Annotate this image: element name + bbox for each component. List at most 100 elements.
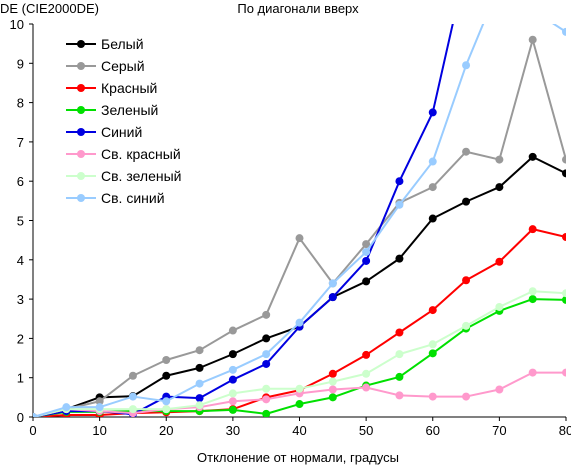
data-point: [495, 385, 504, 394]
x-tick-label: 80: [559, 423, 571, 438]
data-point: [395, 177, 404, 186]
data-point: [562, 233, 566, 242]
data-point: [362, 247, 371, 256]
data-point: [428, 183, 437, 192]
data-point: [228, 397, 237, 406]
data-point: [295, 400, 304, 409]
legend-swatch-marker: [77, 150, 85, 158]
legend-swatch-marker: [77, 106, 85, 114]
data-point: [228, 389, 237, 398]
data-point: [562, 295, 566, 304]
data-point: [328, 377, 337, 386]
data-point: [562, 169, 566, 178]
data-point: [262, 310, 271, 319]
legend-label: Красный: [101, 80, 157, 96]
legend-item: Св. синий: [66, 190, 165, 206]
legend-label: Св. синий: [101, 190, 165, 206]
data-point: [495, 302, 504, 311]
data-point: [362, 350, 371, 359]
legend: Белый Серый Красный Зеленый Синий Св. красный…: [66, 36, 181, 206]
data-point: [528, 35, 537, 44]
legend-item: Св. зеленый: [66, 168, 181, 184]
series-layer: [33, 24, 566, 417]
data-point: [262, 359, 271, 368]
legend-item: Белый: [66, 36, 144, 52]
y-tick-label: 4: [17, 253, 24, 268]
x-tick-label: 20: [159, 423, 173, 438]
data-point: [395, 200, 404, 209]
data-point: [462, 61, 471, 70]
legend-item: Красный: [66, 80, 157, 96]
data-point: [395, 254, 404, 263]
series-line: [33, 298, 566, 417]
data-point: [362, 369, 371, 378]
data-point: [62, 403, 71, 412]
data-point: [462, 147, 471, 156]
data-point: [328, 369, 337, 378]
data-point: [262, 409, 271, 417]
series-line: [33, 38, 566, 417]
x-tick-label: 40: [292, 423, 306, 438]
data-point: [362, 240, 371, 249]
data-point: [128, 371, 137, 380]
data-point: [428, 392, 437, 401]
data-point: [428, 157, 437, 166]
data-point: [495, 155, 504, 164]
series-св-синий: [33, 24, 566, 417]
x-tick-label: 10: [92, 423, 106, 438]
data-point: [162, 371, 171, 380]
axes: 0 1 2 3 4 5 6 7 8 9 10 0 10 20 30 40 50 60 70 80: [10, 17, 571, 438]
y-tick-label: 7: [17, 135, 24, 150]
x-tick-label: 50: [359, 423, 373, 438]
x-tick-label: 70: [492, 423, 506, 438]
y-tick-label: 1: [17, 371, 24, 386]
data-point: [195, 346, 204, 355]
legend-item: Синий: [66, 124, 142, 140]
data-point: [328, 293, 337, 302]
chart-title: По диагонали вверх: [237, 1, 359, 16]
data-point: [428, 108, 437, 117]
data-point: [228, 365, 237, 374]
data-point: [428, 306, 437, 315]
data-point: [295, 318, 304, 327]
data-point: [328, 393, 337, 402]
data-point: [228, 405, 237, 414]
legend-label: Св. красный: [101, 146, 181, 162]
data-point: [362, 277, 371, 286]
data-point: [195, 379, 204, 388]
y-axis-label: DE (CIE2000DE): [0, 1, 99, 16]
y-tick-label: 9: [17, 56, 24, 71]
data-point: [228, 375, 237, 384]
legend-item: Св. красный: [66, 146, 181, 162]
data-point: [195, 363, 204, 372]
x-tick-label: 30: [226, 423, 240, 438]
legend-swatch-marker: [77, 84, 85, 92]
legend-item: Серый: [66, 58, 145, 74]
data-point: [462, 321, 471, 330]
y-tick-label: 3: [17, 292, 24, 307]
data-point: [495, 183, 504, 192]
data-point: [395, 372, 404, 381]
data-point: [362, 383, 371, 392]
y-tick-label: 10: [10, 17, 24, 32]
data-point: [295, 234, 304, 243]
y-tick-label: 5: [17, 214, 24, 229]
series-зеленый: [33, 295, 566, 417]
data-point: [395, 391, 404, 400]
data-point: [562, 289, 566, 298]
x-axis-label: Отклонение от нормали, градусы: [197, 450, 399, 465]
data-point: [262, 350, 271, 359]
data-point: [395, 350, 404, 359]
x-tick-label: 60: [426, 423, 440, 438]
data-point: [428, 349, 437, 358]
data-point: [95, 397, 104, 406]
data-point: [162, 356, 171, 365]
data-point: [262, 384, 271, 393]
data-point: [295, 384, 304, 393]
data-point: [462, 276, 471, 285]
x-tick-label: 0: [29, 423, 36, 438]
y-tick-label: 2: [17, 331, 24, 346]
y-tick-label: 0: [17, 410, 24, 425]
data-point: [195, 401, 204, 410]
data-point: [228, 350, 237, 359]
